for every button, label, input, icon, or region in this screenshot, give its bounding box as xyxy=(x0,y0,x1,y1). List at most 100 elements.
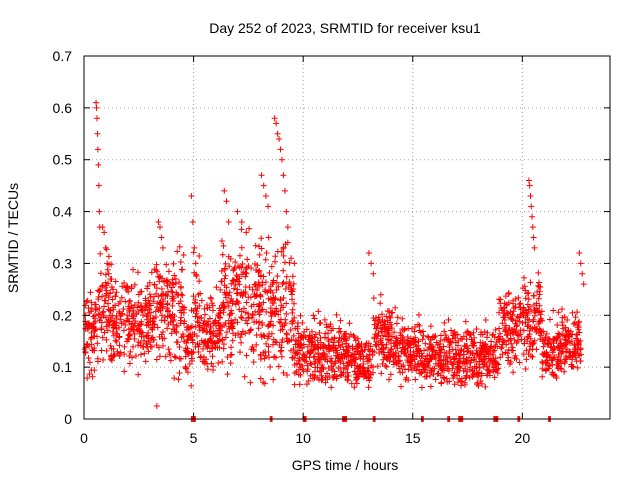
data-point xyxy=(250,348,257,355)
data-point xyxy=(460,333,467,340)
data-point xyxy=(307,350,314,357)
data-point xyxy=(263,308,270,315)
data-point xyxy=(205,342,212,349)
data-point xyxy=(340,360,347,367)
data-point xyxy=(579,270,586,277)
data-point xyxy=(454,342,461,349)
data-point xyxy=(117,298,124,305)
data-point xyxy=(476,352,483,359)
data-point xyxy=(104,327,111,334)
data-point xyxy=(171,313,178,320)
data-point xyxy=(330,343,337,350)
data-point xyxy=(415,311,422,318)
data-point xyxy=(451,328,458,335)
data-point xyxy=(428,355,435,362)
data-point xyxy=(486,372,493,379)
data-point xyxy=(288,255,295,262)
data-point xyxy=(249,312,256,319)
data-point xyxy=(182,353,189,360)
data-point xyxy=(218,268,225,275)
data-point xyxy=(564,317,571,324)
data-point xyxy=(241,373,248,380)
data-point xyxy=(505,354,512,361)
data-point xyxy=(542,359,549,366)
data-point xyxy=(311,315,318,322)
data-point xyxy=(105,270,112,277)
data-point xyxy=(85,355,92,362)
data-point xyxy=(142,295,149,302)
data-point xyxy=(295,330,302,337)
data-point xyxy=(94,146,101,153)
data-point xyxy=(337,372,344,379)
data-point xyxy=(262,279,269,286)
data-point xyxy=(262,256,269,263)
data-point xyxy=(416,322,423,329)
data-point xyxy=(392,356,399,363)
data-point xyxy=(493,339,500,346)
data-point xyxy=(447,338,454,345)
data-point xyxy=(207,337,214,344)
data-point xyxy=(138,288,145,295)
data-point xyxy=(551,354,558,361)
data-point xyxy=(107,342,114,349)
data-point xyxy=(461,381,468,388)
data-point xyxy=(204,366,211,373)
data-point xyxy=(259,306,266,313)
data-point xyxy=(451,371,458,378)
data-point xyxy=(296,381,303,388)
data-point xyxy=(342,366,349,373)
data-point xyxy=(227,352,234,359)
data-point xyxy=(396,357,403,364)
data-point xyxy=(377,319,384,326)
data-point xyxy=(513,322,520,329)
data-point xyxy=(473,347,480,354)
data-point xyxy=(502,293,509,300)
data-point xyxy=(153,403,160,410)
data-point xyxy=(265,348,272,355)
data-point xyxy=(125,303,132,310)
data-point xyxy=(524,290,531,297)
data-point xyxy=(527,279,534,286)
data-point xyxy=(436,357,443,364)
data-point xyxy=(162,353,169,360)
data-point xyxy=(105,253,112,260)
data-point xyxy=(156,353,163,360)
data-point xyxy=(214,333,221,340)
data-point xyxy=(428,367,435,374)
data-point xyxy=(360,367,367,374)
data-point xyxy=(98,314,105,321)
data-point xyxy=(85,322,92,329)
data-point xyxy=(509,344,516,351)
data-point xyxy=(280,294,287,301)
data-point xyxy=(139,344,146,351)
data-point xyxy=(140,307,147,314)
data-point xyxy=(222,265,229,272)
data-point xyxy=(236,281,243,288)
data-point xyxy=(165,346,172,353)
data-point xyxy=(379,332,386,339)
data-point xyxy=(531,306,538,313)
data-point xyxy=(178,309,185,316)
data-point xyxy=(542,334,549,341)
data-point xyxy=(134,269,141,276)
data-point xyxy=(470,329,477,336)
data-point xyxy=(105,294,112,301)
data-point xyxy=(289,306,296,313)
data-point xyxy=(524,323,531,330)
data-point xyxy=(424,346,431,353)
data-point xyxy=(144,285,151,292)
data-point xyxy=(401,350,408,357)
plot-frame xyxy=(83,55,611,420)
data-point xyxy=(482,316,489,323)
x-tick-labels: 0 5 10 15 20 xyxy=(80,430,530,446)
data-point xyxy=(158,300,165,307)
data-point xyxy=(349,343,356,350)
data-point xyxy=(226,289,233,296)
data-point xyxy=(549,347,556,354)
data-point xyxy=(105,300,112,307)
data-point xyxy=(235,263,242,270)
data-point xyxy=(277,297,284,304)
data-point xyxy=(280,244,287,251)
data-point xyxy=(546,354,553,361)
data-point xyxy=(265,203,272,210)
